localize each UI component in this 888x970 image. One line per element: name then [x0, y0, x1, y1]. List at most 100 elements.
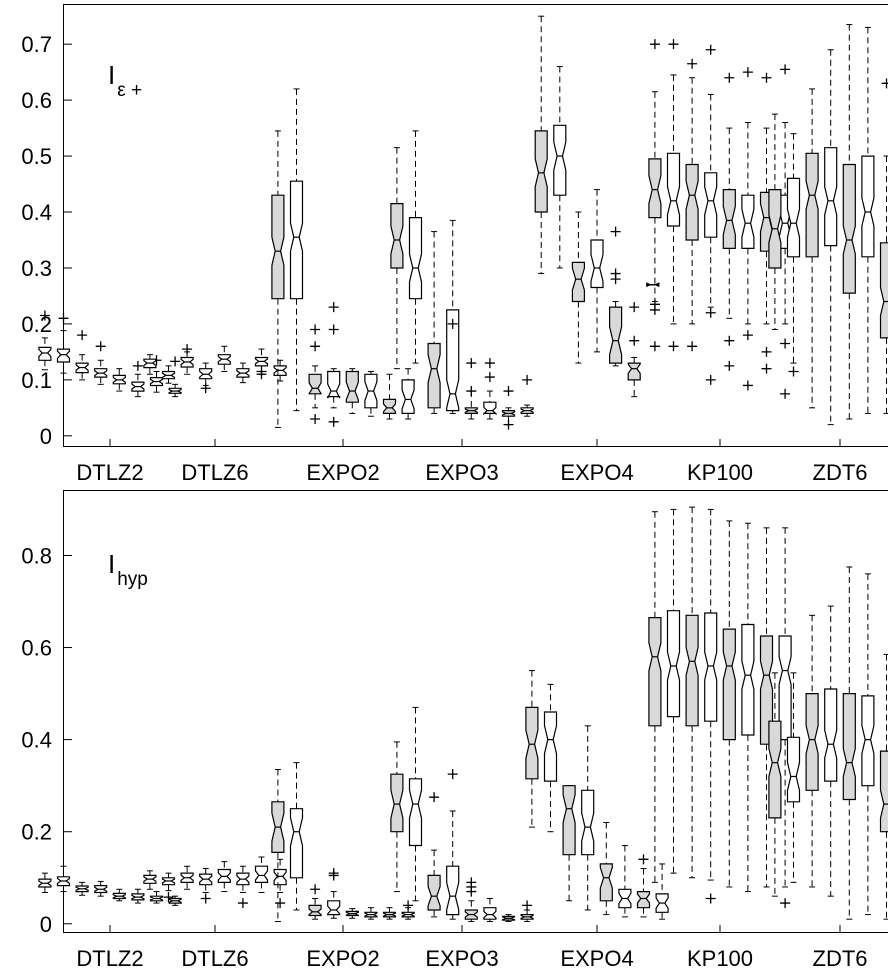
box-dtlz6-4 [199, 868, 213, 904]
y-tick-label: 0.1 [21, 368, 52, 393]
box-expo2-4 [327, 302, 341, 427]
indicator-symbol: I [108, 549, 115, 579]
box-kp100-4 [704, 44, 718, 385]
box-dtlz6-2 [161, 872, 176, 903]
x-tick-label: DTLZ2 [76, 946, 143, 970]
box-dtlz6-3 [180, 865, 194, 890]
notched-box [786, 177, 801, 258]
box-expo3-2 [408, 706, 423, 902]
box-zdt6-1 [768, 672, 782, 897]
notched-box [824, 147, 838, 247]
notched-box [685, 163, 699, 241]
box-expo2-1 [271, 130, 285, 428]
outlier-marker [724, 72, 735, 83]
notched-box [824, 688, 838, 782]
box-kp100-6 [741, 67, 755, 391]
outlier-marker [466, 358, 477, 369]
notched-box [56, 348, 71, 363]
box-expo3-4 [446, 219, 460, 414]
outlier-marker [668, 341, 679, 352]
notched-box [543, 711, 558, 782]
outlier-marker [310, 324, 321, 335]
box-expo4-7 [646, 282, 660, 288]
box-kp100-2 [666, 39, 681, 352]
outlier-marker [761, 346, 772, 357]
outlier-marker [761, 72, 772, 83]
outlier-marker [881, 78, 888, 89]
y-axis: 00.10.20.30.40.50.60.7 [21, 32, 72, 449]
notched-box [390, 203, 404, 269]
box-expo4-3 [571, 211, 586, 364]
notched-box [590, 239, 604, 289]
box-expo2-1 [271, 769, 285, 922]
outlier-marker [780, 338, 791, 349]
outlier-marker [705, 44, 716, 55]
outlier-marker [170, 356, 181, 367]
box-expo3-7 [501, 386, 516, 430]
notched-box [646, 282, 660, 288]
box-dtlz6-5 [217, 345, 231, 372]
notched-box [254, 865, 269, 884]
box-zdt6-6 [861, 573, 875, 916]
box-expo2-8 [401, 368, 415, 420]
box-kp100-1 [648, 511, 662, 883]
box-expo3-1 [390, 741, 404, 893]
notched-box [666, 152, 681, 227]
notched-box [879, 750, 888, 833]
notched-box [861, 695, 875, 787]
outlier-marker [780, 388, 791, 399]
box-expo4-4 [581, 725, 595, 911]
y-tick-label: 0.7 [21, 32, 52, 57]
box-expo2-5 [345, 908, 359, 919]
outlier-marker [705, 374, 716, 385]
box-dtlz6-7 [254, 856, 269, 893]
box-expo3-5 [464, 877, 478, 922]
outlier-marker [95, 341, 106, 352]
outlier-marker [310, 341, 321, 352]
outlier-marker [237, 898, 248, 909]
box-dtlz2-8 [168, 895, 182, 906]
box-expo3-3 [427, 231, 441, 414]
x-tick-label: ZDT6 [813, 460, 868, 485]
outlier-marker [403, 900, 414, 911]
outlier-marker [310, 414, 321, 425]
notched-box [704, 612, 718, 722]
outlier-marker [58, 313, 69, 324]
notched-box [581, 789, 595, 856]
notched-box [722, 189, 736, 249]
box-kp100-2 [666, 508, 681, 874]
x-tick-label: EXPO4 [560, 946, 633, 970]
x-tick-label: EXPO2 [306, 460, 379, 485]
notched-box [289, 808, 304, 879]
outlier-marker [780, 898, 791, 909]
box-expo4-5 [608, 226, 623, 367]
notched-box [427, 342, 441, 409]
box-dtlz6-1 [143, 354, 157, 375]
box-expo3-6 [483, 897, 497, 922]
outlier-marker [275, 898, 286, 909]
outlier-marker [77, 330, 88, 341]
y-tick-label: 0 [40, 912, 52, 937]
box-kp100-8 [778, 527, 792, 909]
outlier-marker [649, 341, 660, 352]
notched-box [741, 623, 755, 736]
y-tick-label: 0.8 [21, 543, 52, 568]
notched-box [722, 628, 736, 741]
box-zdt6-2 [786, 133, 801, 377]
y-axis: 0 0.2 0.4 0.6 0.8 [21, 543, 72, 937]
notched-box [446, 865, 460, 916]
box-expo4-4 [590, 189, 604, 353]
notched-box [741, 194, 755, 249]
box-expo2-3 [308, 324, 322, 425]
box-kp100-3 [685, 58, 699, 352]
box-dtlz6-4 [199, 362, 213, 394]
notched-box [805, 152, 819, 258]
outlier-marker [447, 318, 458, 329]
x-axis: DTLZ2 DTLZ6 EXPO2 EXPO3 EXPO4 KP100 ZDT6 [76, 925, 868, 970]
notched-box [627, 362, 641, 381]
box-expo2-6 [364, 370, 378, 417]
outlier-marker [638, 854, 649, 865]
outlier-marker [742, 67, 753, 78]
box-expo2-8 [401, 900, 415, 920]
notched-box [768, 720, 782, 819]
